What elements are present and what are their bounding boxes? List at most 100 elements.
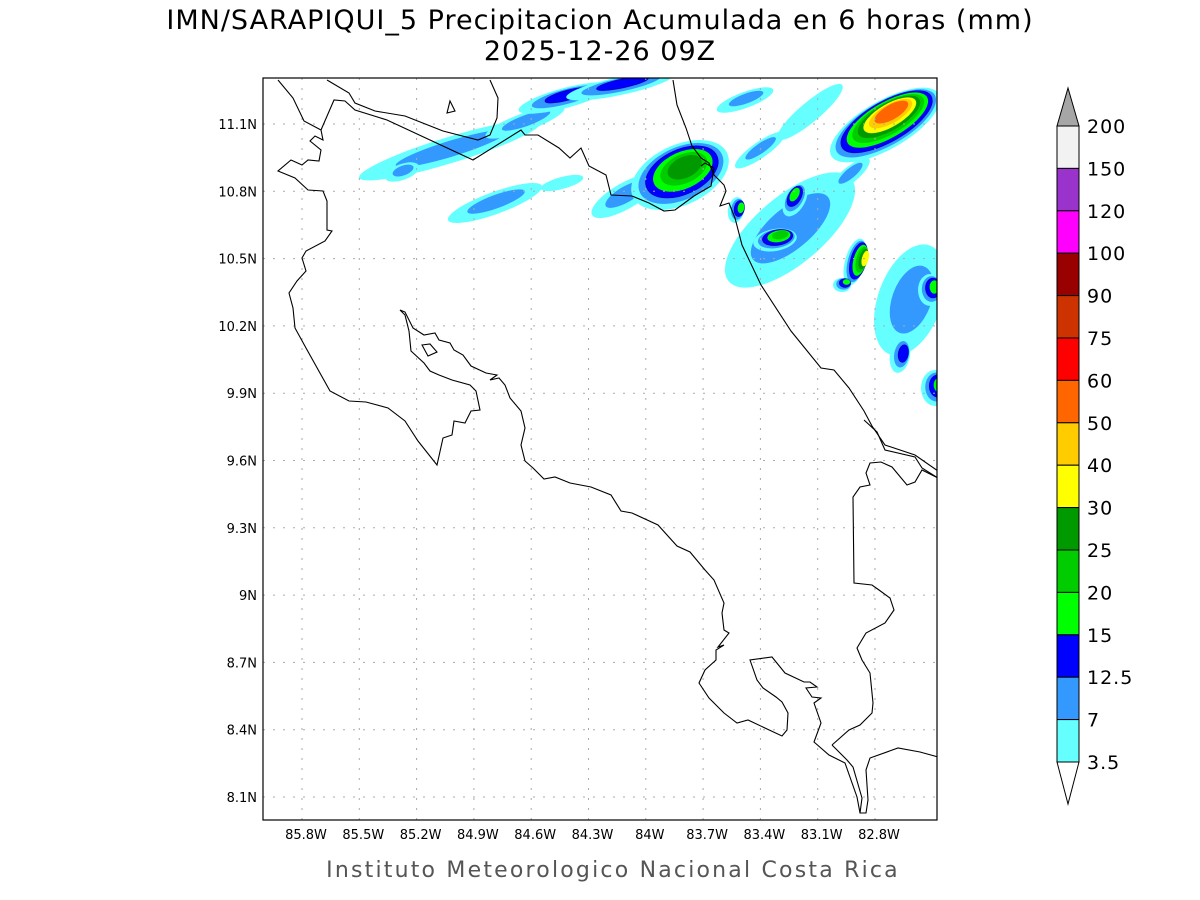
colorbar-segment: [1056, 634, 1080, 678]
colorbar-segment: [1056, 549, 1080, 593]
precip-contour: [838, 162, 863, 184]
precip-cell: [873, 244, 937, 356]
colorbar-segment: [1056, 379, 1080, 424]
colorbar-label: 90: [1087, 286, 1113, 308]
colorbar-label: 60: [1087, 370, 1113, 392]
nicaragua-border: [320, 99, 715, 212]
precip-contour: [861, 250, 870, 267]
lake-island: [446, 99, 456, 114]
precip-cell: [447, 183, 543, 223]
map-frame: [262, 77, 938, 821]
grid-lines: [263, 78, 937, 820]
precip-cell: [753, 228, 797, 252]
precip-contour: [772, 230, 789, 240]
colorbar-label: 15: [1087, 625, 1113, 647]
precip-cell: [782, 183, 808, 217]
colorbar-label: 12.5: [1087, 667, 1133, 689]
panama-border-line: [831, 744, 863, 814]
colorbar-segment: [1056, 210, 1080, 254]
bocas-coastline: [863, 419, 937, 479]
precip-contour: [777, 83, 843, 141]
precip-cell: [566, 78, 674, 101]
lat-label: 8.7N: [227, 656, 257, 671]
longitude-axis-labels: 85.8W 85.5W 85.2W 84.9W 84.6W 84.3W 84W 83.7W 83…: [285, 828, 900, 843]
lon-label: 85.2W: [400, 828, 442, 843]
latitude-axis-labels: 11.1N 10.8N 10.5N 10.2N 9.9N 9.6N 9.3N 9N 8.7N 8.…: [218, 118, 257, 806]
precip-contour: [540, 174, 584, 192]
lon-label: 83.4W: [743, 828, 785, 843]
lon-label: 82.8W: [858, 828, 900, 843]
title-line-2: 2025-12-26 09Z: [484, 36, 716, 67]
lat-label: 10.8N: [218, 185, 257, 200]
colorbar-label: 20: [1087, 582, 1113, 604]
colorbar-label: 50: [1087, 413, 1113, 435]
precip-contour: [897, 344, 909, 363]
lon-label: 84.9W: [457, 828, 499, 843]
lon-label: 85.8W: [285, 828, 327, 843]
colorbar-label: 120: [1087, 201, 1126, 223]
precip-contour: [737, 202, 745, 214]
colorbar-label: 200: [1087, 116, 1126, 138]
lat-label: 9.9N: [227, 387, 257, 402]
precipitation-contours: [359, 78, 937, 406]
lon-label: 83.1W: [801, 828, 843, 843]
colorbar-segment: [1056, 507, 1080, 551]
colorbar-segment: [1056, 125, 1080, 169]
colorbar-segment: [1056, 422, 1080, 466]
colorbar-segment: [1056, 719, 1080, 763]
precip-cell: [829, 87, 937, 163]
precip-cell: [921, 370, 937, 406]
colorbar-segment: [1056, 676, 1080, 721]
lat-label: 9.3N: [227, 522, 257, 537]
colorbar-segment: [1056, 295, 1080, 339]
precip-contour: [596, 78, 649, 91]
precip-contour: [933, 378, 937, 392]
colorbar-label: 3.5: [1087, 752, 1120, 774]
lon-label: 85.5W: [342, 828, 384, 843]
lat-label: 9.6N: [227, 455, 257, 470]
lat-label: 8.4N: [227, 724, 257, 739]
lon-label: 84.6W: [514, 828, 556, 843]
colorbar-under-triangle: [1056, 761, 1080, 806]
colorbar-segment: [1056, 252, 1080, 297]
precip-contour: [874, 100, 909, 124]
colorbar-label: 30: [1087, 498, 1113, 520]
colorbar-label: 100: [1087, 243, 1126, 265]
precip-cell: [631, 140, 729, 210]
colorbar-over-triangle: [1056, 86, 1080, 127]
map-area: [263, 78, 937, 820]
colorbar-label: 25: [1087, 540, 1113, 562]
precip-contour: [392, 164, 414, 177]
precip-cell: [540, 174, 584, 192]
colorbar-segment: [1056, 167, 1080, 212]
precip-contour: [929, 280, 937, 294]
precip-cell: [918, 274, 937, 306]
lon-label: 83.7W: [686, 828, 728, 843]
precip-cell: [485, 105, 565, 139]
colorbar-legend: 200 150 120 100 90 75 60 50 40 30 25 20 15 12.5 7 3.5: [1056, 86, 1133, 806]
precip-contour: [667, 155, 702, 180]
precip-cell: [384, 162, 420, 182]
panama-coastline: [831, 461, 937, 746]
precip-cell: [830, 157, 870, 193]
title-line-1: IMN/SARAPIQUI_5 Precipitacion Acumulada …: [166, 5, 1033, 36]
lat-label: 10.2N: [218, 320, 257, 335]
precip-contour: [789, 187, 800, 202]
precip-cell: [889, 337, 911, 373]
precip-contour: [928, 374, 937, 398]
lon-label: 84W: [635, 828, 665, 843]
lon-label: 84.3W: [572, 828, 614, 843]
precip-cell: [716, 87, 774, 113]
precip-contour: [501, 110, 551, 131]
precip-cell: [833, 278, 851, 292]
caribbean-coastline: [672, 79, 937, 471]
colorbar-label: 7: [1087, 710, 1100, 732]
precip-cell: [777, 83, 843, 141]
colorbar-segment: [1056, 337, 1080, 381]
precip-cell: [727, 197, 745, 223]
precip-contour: [728, 90, 764, 107]
lat-label: 8.1N: [227, 791, 257, 806]
coastlines: [276, 79, 937, 814]
colorbar-label: 40: [1087, 455, 1113, 477]
